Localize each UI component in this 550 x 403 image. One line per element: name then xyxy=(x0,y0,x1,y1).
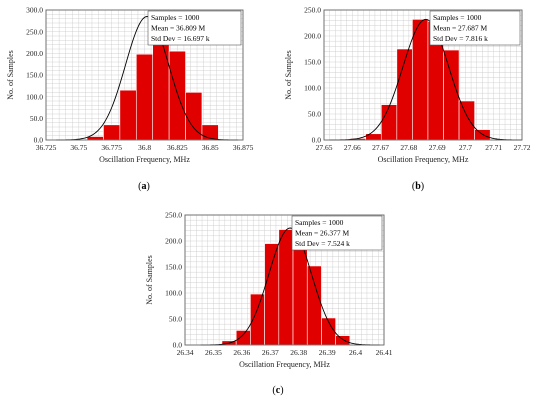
x-tick-label: 36.775 xyxy=(101,143,122,152)
legend-mean: Mean = 27.687 M xyxy=(433,24,488,33)
legend-mean: Mean = 26.377 M xyxy=(295,229,350,238)
x-tick-label: 27.68 xyxy=(400,143,417,152)
panel-label: (a) xyxy=(138,181,150,192)
histogram-bar xyxy=(443,49,460,141)
legend-samples: Samples = 1000 xyxy=(295,218,344,227)
y-tick-label: 0.0 xyxy=(173,341,183,350)
y-axis-title: No. of Samples xyxy=(284,50,293,100)
histogram-bar xyxy=(103,124,121,141)
y-tick-label: 0.0 xyxy=(34,136,44,145)
x-tick-label: 36.725 xyxy=(36,143,57,152)
x-tick-label: 26.38 xyxy=(290,348,307,357)
x-tick-label: 36.85 xyxy=(202,143,219,152)
histogram-bar xyxy=(412,19,429,141)
density-curve xyxy=(200,227,380,346)
x-tick-label: 26.41 xyxy=(376,348,393,357)
x-tick-label: 27.67 xyxy=(372,143,389,152)
y-tick-label: 200.0 xyxy=(165,237,182,246)
y-tick-label: 50.0 xyxy=(169,315,182,324)
y-axis-title: No. of Samples xyxy=(145,255,154,305)
x-tick-label: 27.65 xyxy=(316,143,333,152)
density-curve xyxy=(329,18,523,141)
y-tick-label: 100.0 xyxy=(304,84,321,93)
histogram-bar xyxy=(168,50,186,141)
legend-samples: Samples = 1000 xyxy=(433,13,482,22)
x-axis-title: Oscillation Frequency, MHz xyxy=(99,155,190,164)
y-tick-label: 150.0 xyxy=(165,263,182,272)
y-tick-label: 100.0 xyxy=(26,92,43,101)
y-tick-label: 150.0 xyxy=(304,58,321,67)
x-tick-label: 27.7 xyxy=(459,143,472,152)
x-tick-label: 27.72 xyxy=(514,143,531,152)
histogram-bar xyxy=(278,229,294,346)
x-tick-label: 26.36 xyxy=(233,348,250,357)
y-tick-label: 50.0 xyxy=(30,114,43,123)
histogram-bar xyxy=(201,124,219,141)
x-tick-label: 26.37 xyxy=(262,348,279,357)
x-tick-label: 26.34 xyxy=(177,348,194,357)
histogram-bar xyxy=(335,335,351,346)
y-tick-label: 50.0 xyxy=(308,110,321,119)
x-tick-label: 36.825 xyxy=(167,143,188,152)
chart-panel-c: 0.0 50.0 100.0 150.0 200.0 250.0 26.34 26.35 26.… xyxy=(145,211,393,396)
x-tick-label: 26.39 xyxy=(319,348,336,357)
x-tick-label: 36.75 xyxy=(70,143,87,152)
histogram-bar xyxy=(135,53,154,141)
panel-label: (c) xyxy=(272,385,283,396)
y-tick-label: 250.0 xyxy=(165,211,182,220)
y-tick-label: 200.0 xyxy=(304,32,321,41)
x-tick-label: 36.8 xyxy=(138,143,151,152)
stats-legend xyxy=(291,215,383,251)
plot-frame xyxy=(323,9,523,141)
density-curve xyxy=(56,16,239,141)
legend-samples: Samples = 1000 xyxy=(151,13,200,22)
legend-std: Std Dev = 7.816 k xyxy=(433,34,488,43)
y-tick-label: 0.0 xyxy=(312,136,322,145)
x-tick-label: 26.4 xyxy=(349,348,362,357)
x-tick-label: 36.875 xyxy=(233,143,254,152)
y-tick-label: 200.0 xyxy=(26,49,43,58)
histogram-bar xyxy=(235,330,251,346)
x-tick-label: 27.69 xyxy=(429,143,446,152)
stats-legend xyxy=(147,10,242,46)
histogram-bar xyxy=(86,136,104,141)
y-axis-title: No. of Samples xyxy=(6,50,15,100)
y-tick-label: 100.0 xyxy=(165,289,182,298)
plot-frame xyxy=(184,214,385,346)
x-tick-label: 26.35 xyxy=(205,348,222,357)
histogram-bar xyxy=(119,89,137,141)
legend-std: Std Dev = 7.524 k xyxy=(295,239,350,248)
y-tick-label: 150.0 xyxy=(26,71,43,80)
x-axis-title: Oscillation Frequency, MHz xyxy=(239,360,330,369)
y-tick-label: 250.0 xyxy=(304,6,321,15)
stats-legend xyxy=(429,10,521,46)
legend-std: Std Dev = 16.697 k xyxy=(151,34,210,43)
panel-label: (b) xyxy=(412,181,424,192)
histogram-bar xyxy=(474,129,491,141)
histogram-bar xyxy=(264,243,280,346)
plot-frame xyxy=(45,9,244,141)
histogram-bar xyxy=(306,265,322,346)
legend-mean: Mean = 36.809 M xyxy=(151,24,206,33)
histogram-bar xyxy=(380,104,398,141)
x-tick-label: 27.66 xyxy=(344,143,361,152)
x-tick-label: 27.71 xyxy=(485,143,502,152)
y-tick-label: 300.0 xyxy=(26,6,43,15)
x-axis-title: Oscillation Frequency, MHz xyxy=(378,155,469,164)
histogram-bar xyxy=(458,100,475,141)
chart-panel-a: 0.0 50.0 100.0 150.0 200.0 250.0 300.0 36.725 36… xyxy=(6,6,254,192)
chart-panel-b: 0.0 50.0 100.0 150.0 200.0 250.0 27.65 27.66 27.… xyxy=(284,6,531,192)
y-tick-label: 250.0 xyxy=(26,27,43,36)
